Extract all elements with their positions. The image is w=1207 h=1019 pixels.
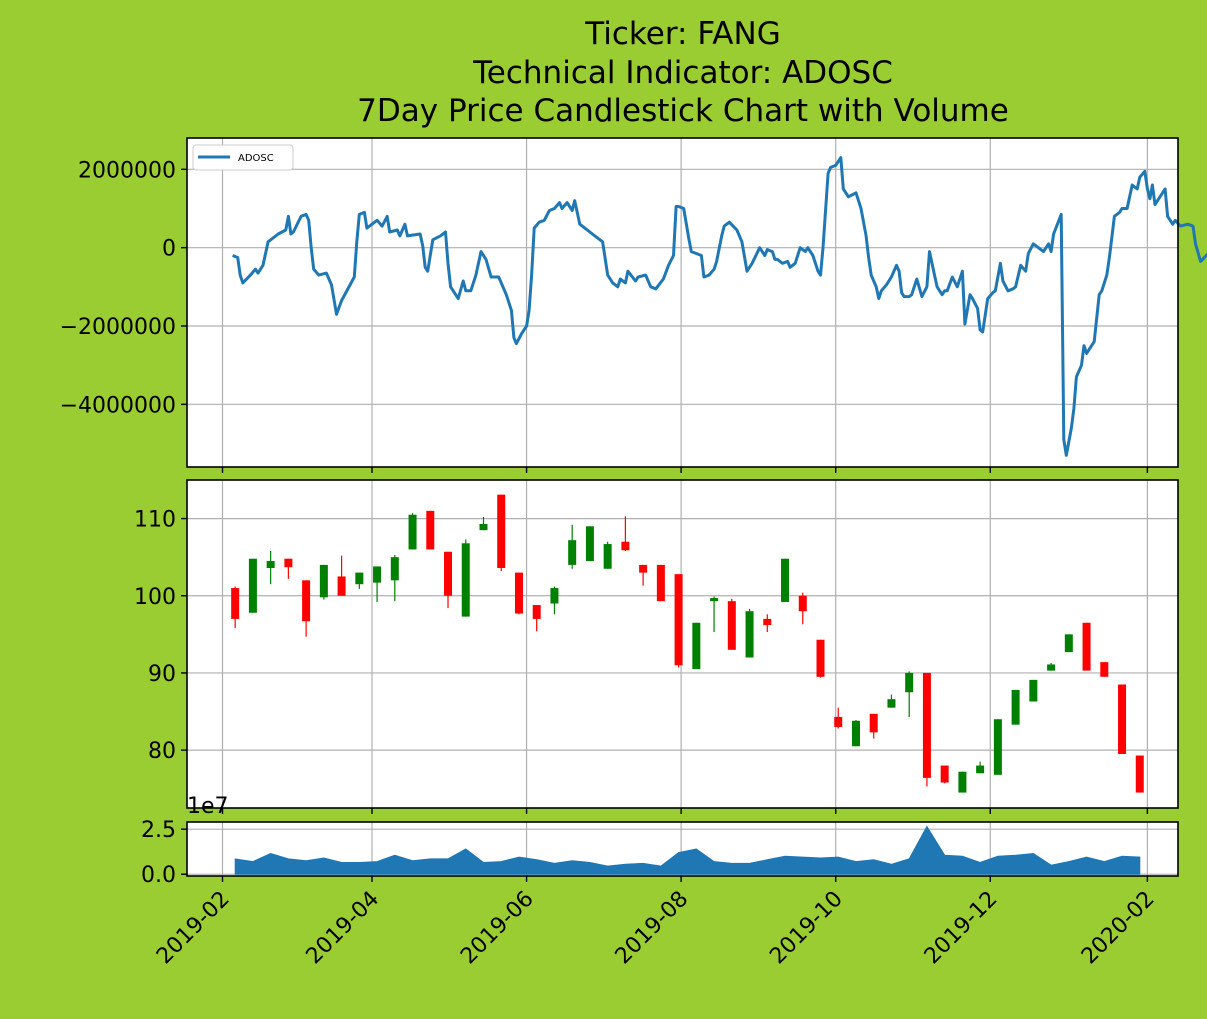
indicator-y-tick-label-2: −2000000: [60, 315, 176, 340]
candle-body-37: [887, 699, 896, 708]
candle-body-39: [922, 672, 931, 778]
legend-label-adosc: ADOSC: [238, 153, 274, 164]
price-frame: [186, 479, 1179, 809]
volume-area-layer: [234, 825, 1141, 875]
candle-body-16: [514, 572, 523, 614]
indicator-y-tick-label-1: 0: [162, 237, 176, 262]
candle-body-6: [337, 576, 346, 596]
candle-body-36: [869, 713, 878, 733]
candle-body-20: [585, 526, 594, 562]
indicator-frame: [186, 137, 1179, 468]
volume-scale-label: 1e7: [187, 794, 229, 819]
candle-body-21: [603, 544, 612, 569]
candle-body-32: [798, 595, 807, 612]
volume-area: [234, 825, 1141, 875]
price-panel: 110 100 90 80: [134, 479, 1179, 814]
candle-body-43: [993, 719, 1002, 775]
candle-body-2: [266, 561, 275, 568]
indicator-line-layer: [232, 156, 1207, 457]
candle-body-19: [568, 540, 577, 565]
candle-body-49: [1100, 662, 1109, 677]
candle-body-29: [745, 611, 754, 658]
candle-body-17: [532, 605, 541, 619]
candle-body-18: [550, 588, 559, 604]
candle-body-3: [284, 558, 293, 568]
candle-body-50: [1118, 684, 1127, 754]
price-y-ticks: 110 100 90 80: [134, 508, 187, 764]
price-x-ticks: [221, 808, 1149, 814]
candle-body-35: [851, 720, 860, 747]
candle-body-8: [373, 566, 382, 583]
candle-body-11: [426, 510, 435, 550]
candle-body-31: [781, 558, 790, 602]
chart-title-line-1: Ticker: FANG: [584, 16, 780, 52]
candle-body-28: [727, 601, 736, 650]
candle-body-13: [461, 543, 470, 617]
indicator-y-tick-label-3: −4000000: [60, 393, 176, 418]
indicator-y-tick-label-0: 2000000: [78, 158, 176, 183]
candle-body-12: [444, 551, 453, 596]
volume-y-ticks: 2.5 0.0: [141, 818, 187, 888]
candle-body-47: [1064, 634, 1073, 653]
candle-body-24: [656, 564, 665, 602]
candle-body-33: [816, 639, 825, 677]
candle-body-51: [1135, 755, 1144, 793]
candle-body-10: [408, 514, 417, 550]
legend: ADOSC: [192, 144, 294, 171]
legend-box: [192, 144, 294, 171]
candle-body-9: [390, 557, 399, 581]
volume-frame: [186, 821, 1179, 877]
candle-body-7: [355, 572, 364, 585]
candle-body-46: [1047, 664, 1056, 671]
indicator-y-ticks: 2000000 0 −2000000 −4000000: [60, 158, 187, 418]
chart-title-line-2: Technical Indicator: ADOSC: [472, 55, 893, 91]
candle-body-23: [639, 564, 648, 573]
candle-body-27: [710, 598, 719, 602]
candle-body-34: [834, 716, 843, 727]
candle-body-44: [1011, 689, 1020, 725]
candle-body-4: [302, 580, 311, 622]
candle-body-5: [319, 564, 328, 598]
indicator-grid: [187, 138, 1178, 467]
indicator-panel: 2000000 0 −2000000 −4000000 ADOSC: [60, 137, 1207, 473]
candle-body-30: [763, 618, 772, 626]
candle-body-26: [692, 622, 701, 670]
indicator-plot-area: [187, 138, 1178, 467]
volume-y-tick-label-0: 2.5: [141, 818, 176, 843]
price-y-tick-label-2: 90: [148, 662, 176, 687]
candle-body-25: [674, 574, 683, 666]
candle-body-41: [958, 771, 967, 793]
price-candles: [231, 494, 1144, 793]
candle-body-0: [231, 588, 240, 619]
candle-body-45: [1029, 679, 1038, 702]
indicator-x-ticks: [221, 467, 1149, 473]
volume-y-tick-label-1: 0.0: [141, 863, 176, 888]
price-y-tick-label-3: 80: [148, 739, 176, 764]
adosc-line: [232, 156, 1207, 457]
candle-body-38: [905, 672, 914, 693]
candle-body-40: [940, 765, 949, 783]
candle-body-1: [248, 558, 257, 613]
candle-body-15: [497, 494, 506, 568]
price-y-tick-label-1: 100: [134, 585, 176, 610]
candle-body-14: [479, 523, 488, 531]
chart-title-line-3: 7Day Price Candlestick Chart with Volume: [357, 93, 1009, 129]
candle-body-48: [1082, 622, 1091, 671]
candle-body-22: [621, 541, 630, 551]
price-y-tick-label-0: 110: [134, 508, 176, 533]
candle-body-42: [976, 765, 985, 774]
